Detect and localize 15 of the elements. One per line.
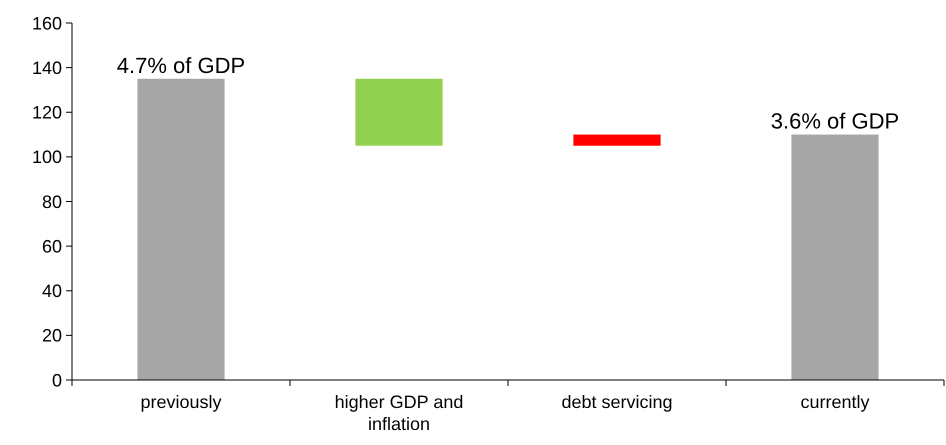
x-tick-label: higher GDP and inflation — [334, 392, 464, 434]
y-tick-label: 40 — [42, 281, 62, 302]
y-tick-label: 20 — [42, 326, 62, 346]
y-tick-label: 80 — [42, 192, 62, 212]
y-tick-label: 120 — [32, 102, 62, 123]
y-tick-label: 0 — [52, 370, 62, 390]
annotation: 3.6% of GDP — [770, 108, 900, 134]
x-tick-label: debt servicing — [561, 392, 673, 412]
y-tick-label: 140 — [32, 58, 62, 78]
y-tick-label: 160 — [32, 13, 62, 34]
x-tick-label: previously — [140, 392, 222, 412]
y-tick-label: 60 — [42, 236, 62, 256]
x-tick-label: currently — [800, 392, 870, 412]
annotation: 4.7% of GDP — [116, 52, 246, 78]
y-tick-label: 100 — [32, 147, 62, 168]
